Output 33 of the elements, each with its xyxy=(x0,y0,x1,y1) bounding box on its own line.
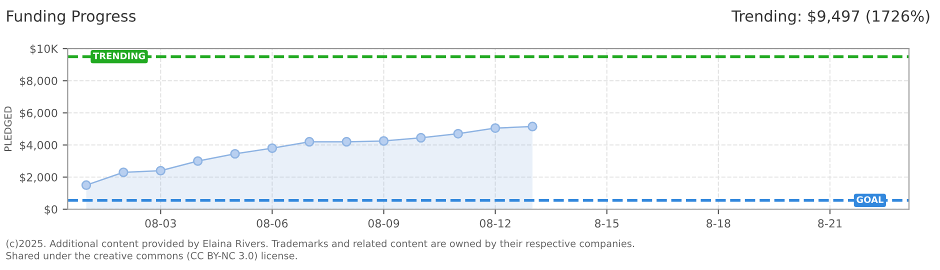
point xyxy=(342,136,352,147)
text: Trending: $9,497 (1726%) xyxy=(731,10,930,25)
point xyxy=(304,136,314,147)
point xyxy=(81,180,92,190)
x-tick-label: 8-21 xyxy=(818,219,842,228)
point xyxy=(118,167,128,178)
ref-line-label: TRENDING xyxy=(92,52,145,60)
x-tick-label: 8-18 xyxy=(706,219,730,228)
point xyxy=(156,166,166,176)
text: (c)2025. Additional content provided by Elaina Rivers. Trademarks and related content are owned by their respective companies. xyxy=(6,240,634,250)
point xyxy=(453,128,463,139)
point xyxy=(378,136,389,146)
x-tick-label: 08-12 xyxy=(480,219,510,228)
y-tick-label: $8,000 xyxy=(20,76,58,87)
point xyxy=(416,132,426,143)
y-axis-title: PLEDGED xyxy=(4,106,12,152)
x-tick-label: 08-03 xyxy=(145,219,176,228)
text: Shared under the creative commons (CC BY-NC 3.0) license. xyxy=(6,252,297,260)
x-tick-label: 8-15 xyxy=(595,219,618,228)
ref-line-label: GOAL xyxy=(856,196,884,204)
point xyxy=(490,123,500,133)
point xyxy=(230,148,240,159)
x-tick-label: 08-06 xyxy=(256,219,288,228)
y-tick-label: $10K xyxy=(30,44,58,54)
point xyxy=(192,156,203,166)
y-tick-label: $6,000 xyxy=(20,108,58,119)
x-tick-label: 08-09 xyxy=(368,219,400,228)
y-tick-label: $2,000 xyxy=(20,172,58,183)
point xyxy=(267,143,278,154)
y-tick-label: $0 xyxy=(44,205,58,216)
y-tick-label: $4,000 xyxy=(20,140,58,151)
point xyxy=(528,122,538,132)
chart-title: Funding Progress xyxy=(7,10,136,25)
